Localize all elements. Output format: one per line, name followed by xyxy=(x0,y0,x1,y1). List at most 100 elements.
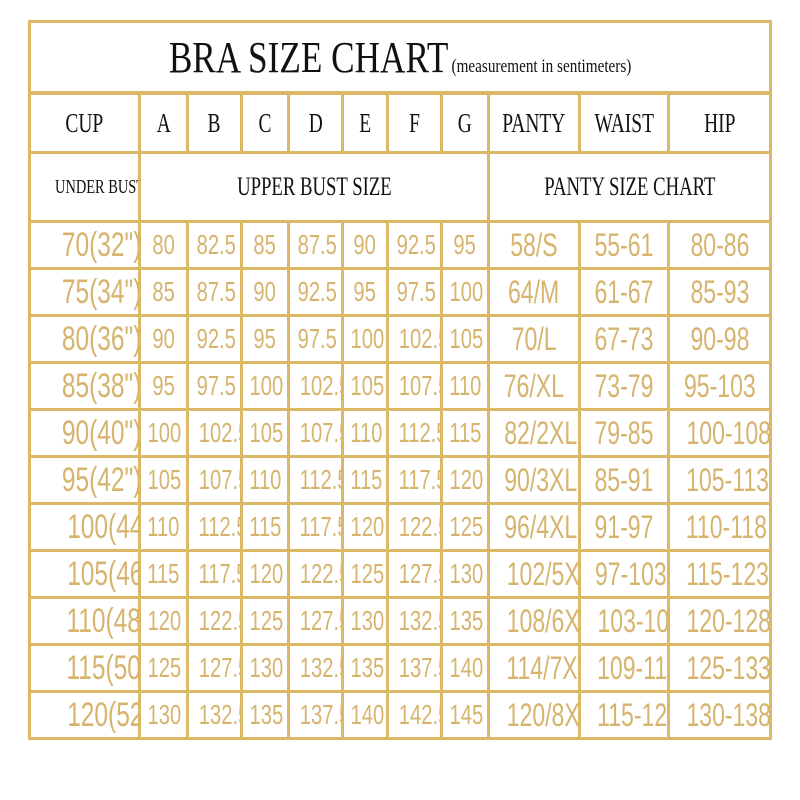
upper-bust-cell: 92.5 xyxy=(186,314,243,364)
waist-cell: 61-67 xyxy=(578,267,670,317)
upper-bust-cell: 120 xyxy=(341,502,389,552)
upper-bust-cell: 132.5 xyxy=(186,690,243,740)
upper-bust-cell: 90 xyxy=(138,314,189,364)
upper-bust-cell: 100 xyxy=(341,314,389,364)
under-bust-cell: 120(52") xyxy=(28,690,141,740)
panty-cell: 108/6XL xyxy=(487,596,581,646)
upper-bust-cell: 137.5 xyxy=(287,690,344,740)
panty-chart-header: PANTY SIZE CHART xyxy=(486,151,773,223)
upper-bust-cell: 97.5 xyxy=(287,314,344,364)
panty-cell: 82/2XL xyxy=(487,408,581,458)
table-row: 95(42")105107.5110112.5115117.512090/3XL… xyxy=(28,455,773,505)
under-bust-cell: 115(50") xyxy=(28,643,141,693)
under-bust-cell: 110(48") xyxy=(28,596,141,646)
upper-bust-cell: 132.5 xyxy=(386,596,443,646)
under-bust-cell: 95(42") xyxy=(28,455,141,505)
upper-bust-cell: 110 xyxy=(341,408,389,458)
upper-bust-cell: 140 xyxy=(440,643,490,693)
upper-bust-cell: 112.5 xyxy=(386,408,443,458)
table-row: 100(44")110112.5115117.5120122.512596/4X… xyxy=(28,502,773,552)
under-bust-cell: 90(40") xyxy=(28,408,141,458)
header-row: CUP A B C D E F G PANTY WAIST HIP xyxy=(28,91,773,154)
upper-bust-cell: 130 xyxy=(341,596,389,646)
upper-bust-cell: 95 xyxy=(138,361,189,411)
waist-cell: 85-91 xyxy=(578,455,670,505)
upper-bust-cell: 125 xyxy=(440,502,490,552)
upper-bust-cell: 102.5 xyxy=(186,408,243,458)
table-row: 110(48")120122.5125127.5130132.5135108/6… xyxy=(28,596,773,646)
table-row: 70(32") 80 82.5 85 87.5 90 92.5 95 58/S 55-61 80-8… xyxy=(28,220,773,270)
under-bust-cell: 105(46") xyxy=(28,549,141,599)
upper-bust-cell: 130 xyxy=(240,643,290,693)
under-bust-cell: 100(44") xyxy=(28,502,141,552)
upper-bust-cell: 105 xyxy=(440,314,490,364)
panty-cell: 58/S xyxy=(487,220,581,270)
panty-cell: 114/7XL xyxy=(487,643,581,693)
upper-bust-cell: 117.5 xyxy=(386,455,443,505)
upper-bust-cell: 130 xyxy=(440,549,490,599)
upper-bust-cell: 120 xyxy=(440,455,490,505)
hip-cell: 110-118 xyxy=(666,502,773,552)
bra-size-chart-table: BRA SIZE CHART (measurement in sentimete… xyxy=(27,20,773,740)
upper-bust-cell: 127.5 xyxy=(287,596,344,646)
upper-bust-cell: 120 xyxy=(138,596,189,646)
upper-bust-cell: 112.5 xyxy=(186,502,243,552)
panty-cell: 102/5XL xyxy=(487,549,581,599)
table-row: 120(52")130132.5135137.5140142.5145120/8… xyxy=(28,690,773,740)
upper-bust-cell: 100 xyxy=(240,361,290,411)
waist-cell: 73-79 xyxy=(578,361,670,411)
upper-bust-cell: 95 xyxy=(341,267,389,317)
upper-bust-cell: 115 xyxy=(138,549,189,599)
upper-bust-cell: 95 xyxy=(240,314,290,364)
upper-bust-cell: 140 xyxy=(341,690,389,740)
waist-cell: 91-97 xyxy=(578,502,670,552)
upper-bust-cell: 102.5 xyxy=(386,314,443,364)
waist-cell: 115-121 xyxy=(578,690,670,740)
hip-cell: 130-138 xyxy=(666,690,773,740)
header-cell-waist: WAIST xyxy=(578,91,670,154)
waist-cell: 67-73 xyxy=(578,314,670,364)
under-bust-header: UNDER BUST SIZE xyxy=(28,151,141,223)
upper-bust-cell: 122.5 xyxy=(287,549,344,599)
header-cell-g: G xyxy=(440,91,490,154)
header-cell-cup: CUP xyxy=(28,91,141,154)
upper-bust-cell: 125 xyxy=(138,643,189,693)
header-cell-f: F xyxy=(386,91,443,154)
waist-cell: 79-85 xyxy=(578,408,670,458)
table-row: 80(36")9092.59597.5100102.510570/L67-739… xyxy=(28,314,773,364)
hip-cell: 95-103 xyxy=(666,361,773,411)
header-cell-panty: PANTY xyxy=(487,91,581,154)
hip-cell: 115-123 xyxy=(666,549,773,599)
upper-bust-cell: 135 xyxy=(440,596,490,646)
upper-bust-cell: 137.5 xyxy=(386,643,443,693)
upper-bust-cell: 107.5 xyxy=(386,361,443,411)
header-cell-d: D xyxy=(287,91,344,154)
subheader-row: UNDER BUST SIZE UPPER BUST SIZE PANTY SI… xyxy=(28,151,773,223)
upper-bust-cell: 122.5 xyxy=(186,596,243,646)
upper-bust-cell: 107.5 xyxy=(287,408,344,458)
hip-cell: 125-133 xyxy=(666,643,773,693)
upper-bust-cell: 125 xyxy=(341,549,389,599)
upper-bust-cell: 145 xyxy=(440,690,490,740)
upper-bust-cell: 132.5 xyxy=(287,643,344,693)
table-row: 105(46")115117.5120122.5125127.5130102/5… xyxy=(28,549,773,599)
upper-bust-cell: 110 xyxy=(440,361,490,411)
chart-title: BRA SIZE CHART xyxy=(168,32,449,82)
panty-cell: 76/XL xyxy=(487,361,581,411)
header-cell-a: A xyxy=(138,91,189,154)
upper-bust-cell: 142.5 xyxy=(386,690,443,740)
under-bust-cell: 85(38") xyxy=(28,361,141,411)
upper-bust-cell: 105 xyxy=(240,408,290,458)
upper-bust-cell: 100 xyxy=(138,408,189,458)
hip-cell: 105-113 xyxy=(666,455,773,505)
upper-bust-header: UPPER BUST SIZE xyxy=(138,151,490,223)
upper-bust-cell: 130 xyxy=(138,690,189,740)
upper-bust-cell: 80 xyxy=(138,220,189,270)
table-row: 90(40")100102.5105107.5110112.511582/2XL… xyxy=(28,408,773,458)
upper-bust-cell: 122.5 xyxy=(386,502,443,552)
panty-cell: 120/8XL xyxy=(487,690,581,740)
panty-cell: 70/L xyxy=(487,314,581,364)
waist-cell: 97-103 xyxy=(578,549,670,599)
upper-bust-cell: 120 xyxy=(240,549,290,599)
header-cell-e: E xyxy=(341,91,389,154)
